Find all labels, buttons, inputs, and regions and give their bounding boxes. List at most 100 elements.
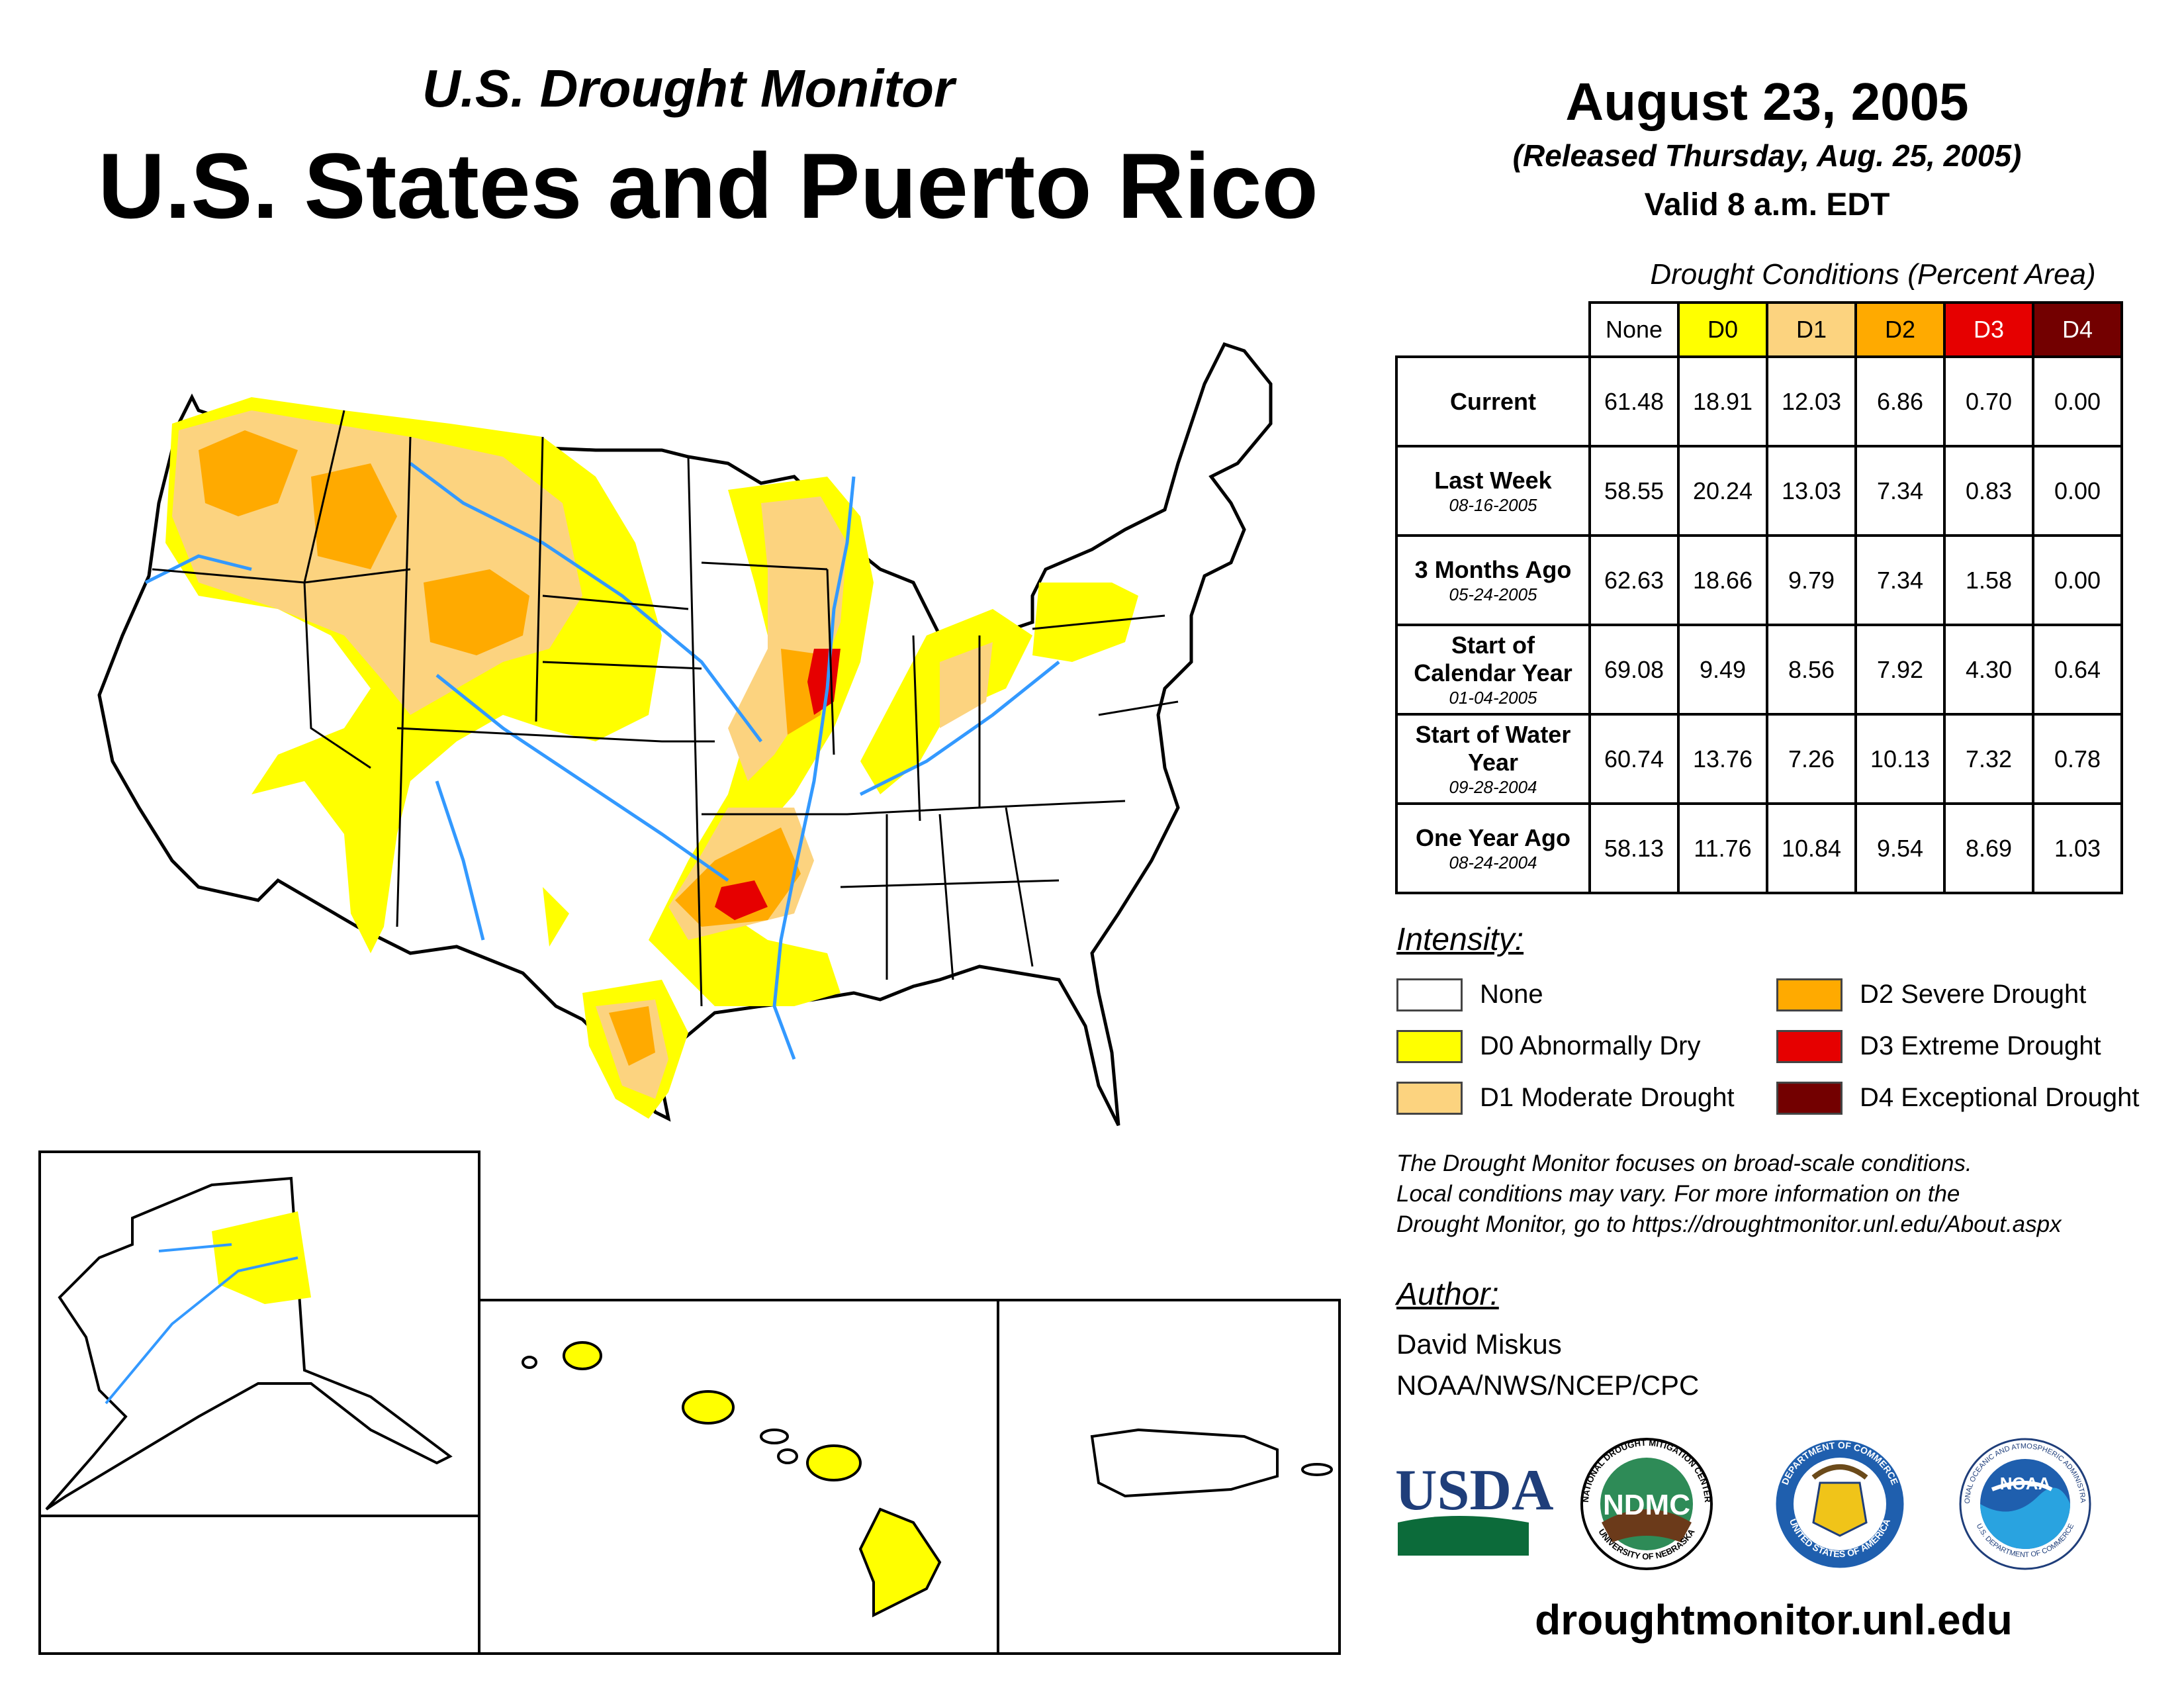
table-cell: 0.83 <box>1943 445 2034 537</box>
legend-title: Intensity: <box>1396 922 1524 957</box>
table-cell: 7.34 <box>1854 445 1946 537</box>
row-date: 08-24-2004 <box>1449 852 1537 872</box>
legend-swatch <box>1776 978 1843 1011</box>
table-cell: 18.91 <box>1677 355 1768 447</box>
column-header-d3: D3 <box>1943 301 2034 358</box>
table-row: Last Week 08-16-2005 58.55 20.24 13.03 7.34 0.… <box>1395 445 2123 537</box>
row-label-text: One Year Ago <box>1415 823 1571 851</box>
table-cell: 8.69 <box>1943 802 2034 894</box>
table-cell: 18.66 <box>1677 534 1768 626</box>
legend-swatch <box>1396 1082 1463 1115</box>
table-cell: 20.24 <box>1677 445 1768 537</box>
table-row: Start of Water Year 09-28-2004 60.74 13.76 7… <box>1395 713 2123 805</box>
table-cell: 0.00 <box>2032 355 2123 447</box>
table-cell: 62.63 <box>1588 534 1680 626</box>
map-title: U.S. States and Puerto Rico <box>98 134 1318 238</box>
table-cell: 69.08 <box>1588 624 1680 716</box>
column-header-d2: D2 <box>1854 301 1946 358</box>
table-cell: 60.74 <box>1588 713 1680 805</box>
row-date: 09-28-2004 <box>1449 776 1537 797</box>
row-label-text: Start of Calendar Year <box>1414 631 1572 686</box>
table-cell: 8.56 <box>1766 624 1857 716</box>
row-label: Start of Water Year 09-28-2004 <box>1395 713 1591 805</box>
legend-swatch <box>1396 978 1463 1011</box>
table-cell: 11.76 <box>1677 802 1768 894</box>
alaska-rivers <box>105 1243 298 1405</box>
table-cell: 7.92 <box>1854 624 1946 716</box>
valid-time: Valid 8 a.m. EDT <box>1644 187 1890 222</box>
table-cell: 9.49 <box>1677 624 1768 716</box>
table-caption: Drought Conditions (Percent Area) <box>1650 258 2096 291</box>
release-date: (Released Thursday, Aug. 25, 2005) <box>1512 138 2022 173</box>
row-label: 3 Months Ago 05-24-2005 <box>1395 534 1591 626</box>
row-label: Start of Calendar Year 01-04-2005 <box>1395 624 1591 716</box>
puerto-rico-outline <box>1090 1428 1279 1498</box>
disclaimer-note: The Drought Monitor focuses on broad-sca… <box>1396 1149 2177 1240</box>
table-cell: 13.03 <box>1766 445 1857 537</box>
note-line: Local conditions may vary. For more info… <box>1396 1181 1960 1207</box>
legend-label: None <box>1480 980 1543 1009</box>
table-cell: 0.64 <box>2032 624 2123 716</box>
row-label: Last Week 08-16-2005 <box>1395 445 1591 537</box>
state-boundaries <box>152 410 1179 1007</box>
map-subtitle: U.S. Drought Monitor <box>422 59 955 118</box>
table-cell: 0.78 <box>2032 713 2123 805</box>
table-row: 3 Months Ago 05-24-2005 62.63 18.66 9.79 7.34… <box>1395 534 2123 626</box>
table-cell: 7.26 <box>1766 713 1857 805</box>
table-row: One Year Ago 08-24-2004 58.13 11.76 10.84 9.5… <box>1395 802 2123 894</box>
table-cell: 6.86 <box>1854 355 1946 447</box>
legend-swatch <box>1396 1030 1463 1063</box>
legend-label: D3 Extreme Drought <box>1860 1031 2101 1060</box>
author-heading: Author: <box>1396 1277 1499 1312</box>
alaska-d0-area <box>212 1211 311 1304</box>
legend-label: D0 Abnormally Dry <box>1480 1031 1701 1060</box>
legend-label: D4 Exceptional Drought <box>1860 1083 2140 1112</box>
table-cell: 0.70 <box>1943 355 2034 447</box>
author-name: David Miskus <box>1396 1329 1562 1360</box>
table-cell: 13.76 <box>1677 713 1768 805</box>
d2-areas <box>199 430 827 1066</box>
table-cell: 9.54 <box>1854 802 1946 894</box>
table-cell: 9.79 <box>1766 534 1857 626</box>
table-cell: 10.84 <box>1766 802 1857 894</box>
row-date: 01-04-2005 <box>1449 687 1537 708</box>
legend-swatch <box>1776 1082 1843 1115</box>
legend-swatch <box>1776 1030 1843 1063</box>
note-line: Drought Monitor, go to https://droughtmo… <box>1396 1211 2062 1237</box>
drought-conditions-table: None D0 D1 D2 D3 D4 Current 61.48 18.91 12.… <box>1395 301 2123 894</box>
row-label-text: Last Week <box>1434 466 1552 494</box>
table-cell: 58.55 <box>1588 445 1680 537</box>
table-row: Start of Calendar Year 01-04-2005 69.08 9.4… <box>1395 624 2123 716</box>
table-cell: 7.34 <box>1854 534 1946 626</box>
table-cell: 0.00 <box>2032 534 2123 626</box>
table-cell: 12.03 <box>1766 355 1857 447</box>
table-cell: 1.03 <box>2032 802 2123 894</box>
row-label-text: Start of Water Year <box>1415 720 1571 776</box>
row-label-text: Current <box>1449 387 1536 415</box>
table-cell: 7.32 <box>1943 713 2034 805</box>
column-header-d0: D0 <box>1677 301 1768 358</box>
table-cell: 1.58 <box>1943 534 2034 626</box>
author-block: David Miskus NOAA/NWS/NCEP/CPC <box>1396 1324 1699 1406</box>
row-date: 05-24-2005 <box>1449 584 1537 604</box>
note-line: The Drought Monitor focuses on broad-sca… <box>1396 1150 1972 1176</box>
column-header-d1: D1 <box>1766 301 1857 358</box>
author-org: NOAA/NWS/NCEP/CPC <box>1396 1370 1700 1401</box>
valid-date: August 23, 2005 <box>1565 72 1969 131</box>
row-label: Current <box>1395 355 1591 447</box>
rivers <box>144 462 1060 1060</box>
table-cell: 58.13 <box>1588 802 1680 894</box>
table-cell: 4.30 <box>1943 624 2034 716</box>
legend-label: D1 Moderate Drought <box>1480 1083 1735 1112</box>
website-link[interactable]: droughtmonitor.unl.edu <box>1535 1596 2013 1644</box>
column-header-d4: D4 <box>2032 301 2123 358</box>
alaska-outline <box>45 1176 453 1511</box>
table-cell: 0.00 <box>2032 445 2123 537</box>
hawaii-inset-frame <box>478 1299 999 1655</box>
row-label-text: 3 Months Ago <box>1414 555 1572 583</box>
row-date: 08-16-2005 <box>1449 494 1537 515</box>
legend-label: D2 Severe Drought <box>1860 980 2087 1009</box>
table-row: Current 61.48 18.91 12.03 6.86 0.70 0.00 <box>1395 355 2123 447</box>
column-header-none: None <box>1588 301 1680 358</box>
